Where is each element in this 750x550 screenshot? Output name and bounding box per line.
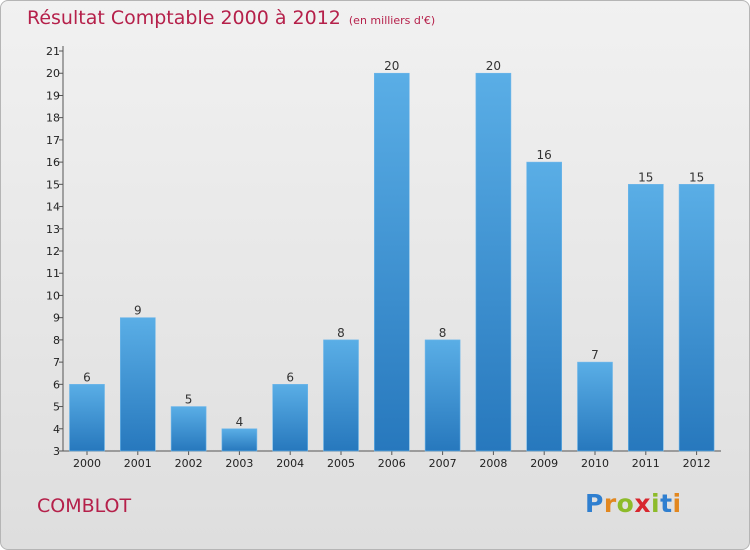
x-tick-label: 2006 [378,457,406,470]
bar-value-label: 4 [236,415,244,429]
x-tick-label: 2000 [73,457,101,470]
y-tick-label: 6 [53,378,60,391]
bar-value-label: 9 [134,304,142,318]
bar-value-label: 5 [185,393,193,407]
y-tick-label: 15 [46,178,60,191]
x-tick-label: 2008 [479,457,507,470]
bar-value-label: 16 [537,148,552,162]
chart-title: Résultat Comptable 2000 à 2012 (en millie… [27,7,435,29]
y-tick-label: 14 [46,201,60,214]
bar-value-label: 8 [439,326,447,340]
bar-2007[interactable] [424,339,461,452]
bar-value-label: 6 [83,370,91,384]
logo-letter: x [634,489,651,518]
bar-2005[interactable] [323,339,359,452]
y-tick-label: 7 [53,356,60,369]
x-tick-label: 2004 [276,457,304,470]
logo-letter: P [585,489,604,518]
logo-letter: r [603,489,617,518]
bar-value-label: 20 [486,59,501,73]
y-tick-label: 11 [46,267,60,280]
y-tick-label: 19 [46,89,60,102]
y-tick-label: 4 [53,423,60,436]
logo-letter: o [616,489,635,518]
x-tick-label: 2002 [175,457,203,470]
bar-value-label: 15 [689,170,704,184]
x-tick-label: 2001 [124,457,152,470]
bar-2010[interactable] [577,361,613,452]
bar-value-label: 15 [638,170,653,184]
y-tick-label: 5 [53,401,60,414]
bar-2004[interactable] [272,384,309,452]
y-tick-label: 21 [46,45,60,58]
y-tick-label: 17 [46,134,60,147]
bar-2002[interactable] [170,406,207,452]
x-tick-label: 2007 [429,457,457,470]
x-tick-label: 2011 [632,457,660,470]
y-tick-label: 20 [46,67,60,80]
bar-value-label: 20 [384,59,399,73]
logo-letter: t [660,489,673,518]
y-tick-label: 9 [53,312,60,325]
y-tick-label: 10 [46,289,60,302]
commune-name: COMBLOT [37,495,132,517]
y-tick-label: 3 [53,445,60,458]
y-tick-label: 13 [46,223,60,236]
logo-letter: i [651,489,661,518]
bar-value-label: 6 [286,370,294,384]
y-tick-label: 12 [46,245,60,258]
bar-2001[interactable] [120,317,156,452]
y-tick-label: 8 [53,334,60,347]
bar-2000[interactable] [69,384,105,452]
x-tick-label: 2012 [683,457,711,470]
x-tick-label: 2005 [327,457,355,470]
bar-value-label: 7 [591,348,599,362]
bar-2009[interactable] [526,161,563,452]
bar-2003[interactable] [221,428,258,452]
x-tick-label: 2010 [581,457,609,470]
bar-2011[interactable] [627,184,664,452]
bar-2012[interactable] [678,184,715,452]
x-tick-label: 2009 [530,457,558,470]
proxiti-logo[interactable]: Proxiti [585,489,682,518]
chart-title-text: Résultat Comptable 2000 à 2012 [27,7,341,29]
logo-letter: i [672,489,682,518]
x-tick-label: 2003 [225,457,253,470]
chart-subtitle: (en milliers d'€) [348,14,436,27]
y-tick-label: 18 [46,112,60,125]
y-tick-label: 16 [46,156,60,169]
bar-value-label: 8 [337,326,345,340]
bar-2006[interactable] [373,72,410,452]
bar-2008[interactable] [475,72,512,452]
